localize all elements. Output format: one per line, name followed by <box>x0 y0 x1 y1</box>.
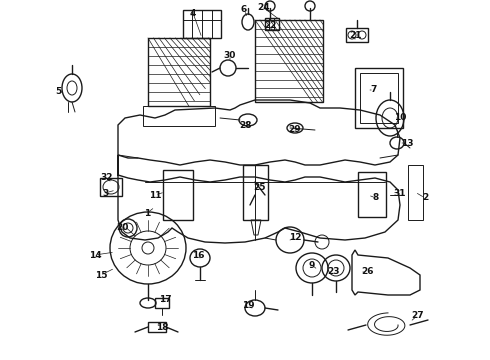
Bar <box>155 298 169 308</box>
Text: 18: 18 <box>156 323 168 332</box>
Bar <box>143 106 215 126</box>
Bar <box>360 73 398 123</box>
Text: 6: 6 <box>241 5 247 14</box>
Text: 4: 4 <box>190 9 196 18</box>
Bar <box>100 178 122 196</box>
Text: 10: 10 <box>394 113 406 122</box>
Text: 1: 1 <box>144 208 150 217</box>
Text: 32: 32 <box>101 174 113 183</box>
Bar <box>408 165 423 220</box>
Text: 28: 28 <box>239 121 251 130</box>
Text: 2: 2 <box>422 194 428 202</box>
Text: 23: 23 <box>327 267 339 276</box>
Text: 25: 25 <box>253 183 265 192</box>
Text: 31: 31 <box>394 189 406 198</box>
Text: 8: 8 <box>373 194 379 202</box>
Text: 11: 11 <box>149 190 161 199</box>
Text: 12: 12 <box>289 234 301 243</box>
Text: 26: 26 <box>361 267 373 276</box>
Text: 29: 29 <box>289 126 301 135</box>
Text: 27: 27 <box>412 310 424 320</box>
Text: 7: 7 <box>371 85 377 94</box>
Text: 14: 14 <box>89 251 101 260</box>
Text: 15: 15 <box>95 270 107 279</box>
Text: 16: 16 <box>192 251 204 260</box>
Text: 19: 19 <box>242 302 254 310</box>
Text: 5: 5 <box>55 87 61 96</box>
Text: 9: 9 <box>309 261 315 270</box>
Text: 21: 21 <box>349 31 361 40</box>
Text: 30: 30 <box>224 50 236 59</box>
Text: 17: 17 <box>159 296 171 305</box>
Text: 22: 22 <box>264 21 276 30</box>
Bar <box>148 38 210 106</box>
Bar <box>163 170 193 220</box>
Text: 3: 3 <box>102 189 108 198</box>
Text: 20: 20 <box>116 224 128 233</box>
Bar <box>346 28 368 42</box>
Bar <box>243 165 268 220</box>
Bar <box>183 10 221 38</box>
Bar <box>355 68 403 128</box>
Bar <box>255 20 323 102</box>
Bar <box>265 18 279 30</box>
Bar <box>148 322 166 332</box>
Bar <box>358 172 386 217</box>
Text: 13: 13 <box>401 139 413 148</box>
Text: 24: 24 <box>258 4 270 13</box>
